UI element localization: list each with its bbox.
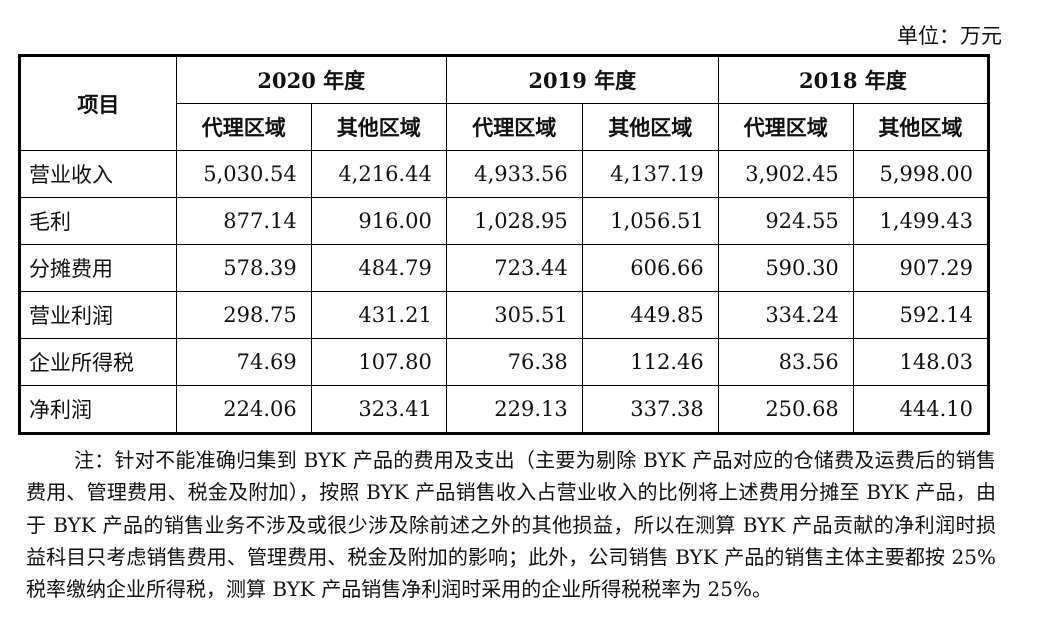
table-cell: 4,137.19 (581, 150, 719, 198)
region-header: 其他区域 (852, 103, 990, 151)
table-row: 毛利 877.14 916.00 1,028.95 1,056.51 924.5… (19, 197, 990, 245)
table-cell: 250.68 (717, 385, 854, 434)
row-label: 毛利 (19, 197, 177, 245)
table-row: 营业利润 298.75 431.21 305.51 449.85 334.24 … (19, 291, 990, 339)
table-cell: 5,998.00 (852, 150, 990, 198)
year-header-2018: 2018 年度 (717, 55, 990, 104)
row-label: 营业收入 (19, 150, 177, 198)
table-cell: 323.41 (310, 385, 447, 434)
table-cell: 337.38 (581, 385, 719, 434)
table-cell: 112.46 (581, 338, 719, 386)
table-cell: 107.80 (310, 338, 447, 386)
table-cell: 83.56 (717, 338, 854, 386)
table-cell: 916.00 (310, 197, 447, 245)
table-cell: 592.14 (852, 291, 990, 339)
table-row: 营业收入 5,030.54 4,216.44 4,933.56 4,137.19… (19, 150, 990, 198)
table-cell: 431.21 (310, 291, 447, 339)
table-cell: 3,902.45 (717, 150, 854, 198)
table-cell: 5,030.54 (175, 150, 312, 198)
table-cell: 224.06 (175, 385, 312, 434)
table-cell: 444.10 (852, 385, 990, 434)
table-row: 分摊费用 578.39 484.79 723.44 606.66 590.30 … (19, 244, 990, 292)
table-cell: 1,056.51 (581, 197, 719, 245)
financial-table: 项目 2020 年度 2019 年度 2018 年度 代理区域 其他区域 代理区… (18, 54, 990, 435)
table-cell: 298.75 (175, 291, 312, 339)
table-cell: 484.79 (310, 244, 447, 292)
table-cell: 148.03 (852, 338, 990, 386)
table-cell: 4,933.56 (445, 150, 583, 198)
year-header-row: 项目 2020 年度 2019 年度 2018 年度 (19, 55, 990, 151)
region-header: 代理区域 (445, 103, 583, 151)
row-label: 企业所得税 (19, 338, 177, 386)
table-row: 净利润 224.06 323.41 229.13 337.38 250.68 4… (19, 385, 990, 434)
table-cell: 449.85 (581, 291, 719, 339)
year-header-2019: 2019 年度 (445, 55, 719, 104)
table-cell: 723.44 (445, 244, 583, 292)
region-header: 代理区域 (717, 103, 854, 151)
table-cell: 907.29 (852, 244, 990, 292)
table-cell: 305.51 (445, 291, 583, 339)
item-header: 项目 (19, 55, 177, 151)
table-cell: 76.38 (445, 338, 583, 386)
table-cell: 578.39 (175, 244, 312, 292)
table-row: 企业所得税 74.69 107.80 76.38 112.46 83.56 14… (19, 338, 990, 386)
table-cell: 590.30 (717, 244, 854, 292)
table-cell: 334.24 (717, 291, 854, 339)
region-header: 其他区域 (581, 103, 719, 151)
footnote: 注：针对不能准确归集到 BYK 产品的费用及支出（主要为剔除 BYK 产品对应的… (26, 444, 996, 605)
region-header: 代理区域 (175, 103, 312, 151)
unit-label: 单位：万元 (897, 24, 1002, 48)
table-cell: 924.55 (717, 197, 854, 245)
table-cell: 606.66 (581, 244, 719, 292)
table-cell: 877.14 (175, 197, 312, 245)
table-cell: 229.13 (445, 385, 583, 434)
table-cell: 1,499.43 (852, 197, 990, 245)
row-label: 分摊费用 (19, 244, 177, 292)
table-cell: 1,028.95 (445, 197, 583, 245)
row-label: 营业利润 (19, 291, 177, 339)
table-cell: 4,216.44 (310, 150, 447, 198)
region-header: 其他区域 (310, 103, 447, 151)
table-cell: 74.69 (175, 338, 312, 386)
year-header-2020: 2020 年度 (175, 55, 447, 104)
row-label: 净利润 (19, 385, 177, 434)
footnote-text: 注：针对不能准确归集到 BYK 产品的费用及支出（主要为剔除 BYK 产品对应的… (26, 448, 996, 602)
